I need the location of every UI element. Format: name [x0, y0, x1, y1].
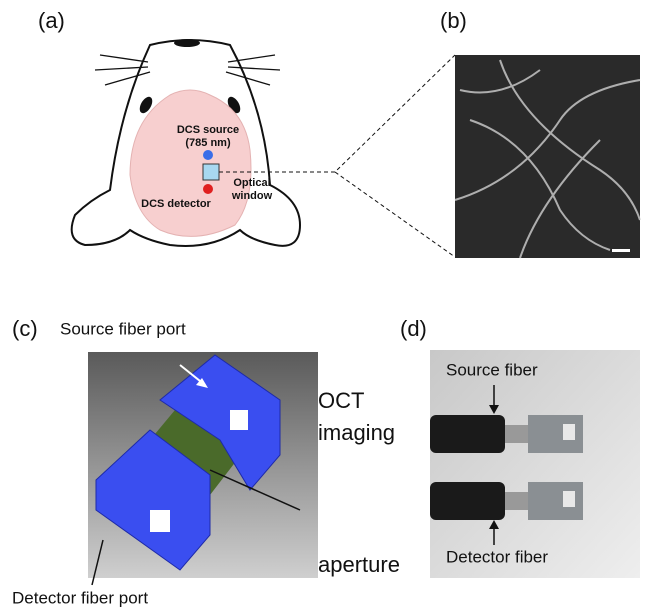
annotation: Source fiber port	[60, 319, 186, 338]
panel-label: (c)	[12, 316, 38, 341]
panel-d: (d) Source fiber Detector fiber	[400, 316, 640, 578]
annotation: aperture	[318, 552, 400, 577]
annotation: DCS detector	[141, 198, 211, 210]
annotation: DCS source	[177, 124, 239, 136]
nose	[174, 39, 200, 47]
annotation: imaging	[318, 420, 395, 445]
detector-dot	[203, 184, 213, 194]
connector-opening	[563, 491, 575, 507]
fiber	[430, 482, 505, 520]
ferrule	[505, 492, 530, 510]
annotation: (785 nm)	[185, 137, 231, 149]
optical-window	[203, 164, 219, 180]
panel-a: (a) DCS source (785 nm) Optical window D…	[38, 8, 455, 257]
panel-label: (a)	[38, 8, 65, 33]
panel-b: (b)	[440, 8, 640, 258]
block-opening	[230, 410, 248, 430]
panel-label: (d)	[400, 316, 427, 341]
connector-opening	[563, 424, 575, 440]
annotation: Detector fiber	[446, 547, 548, 566]
annotation: Source fiber	[446, 360, 538, 379]
fiber	[430, 415, 505, 453]
annotation: Optical	[233, 177, 270, 189]
source-dot	[203, 150, 213, 160]
panel-c: (c) Source fiber port OCT imaging apertu…	[12, 316, 400, 608]
figure: (a) DCS source (785 nm) Optical window D…	[0, 0, 654, 611]
panel-label: (b)	[440, 8, 467, 33]
annotation: window	[231, 190, 273, 202]
block-opening	[150, 510, 170, 532]
scale-bar	[612, 249, 630, 252]
ferrule	[505, 425, 530, 443]
annotation: OCT	[318, 388, 364, 413]
photo	[430, 350, 640, 578]
annotation: Detector fiber port	[12, 588, 148, 607]
